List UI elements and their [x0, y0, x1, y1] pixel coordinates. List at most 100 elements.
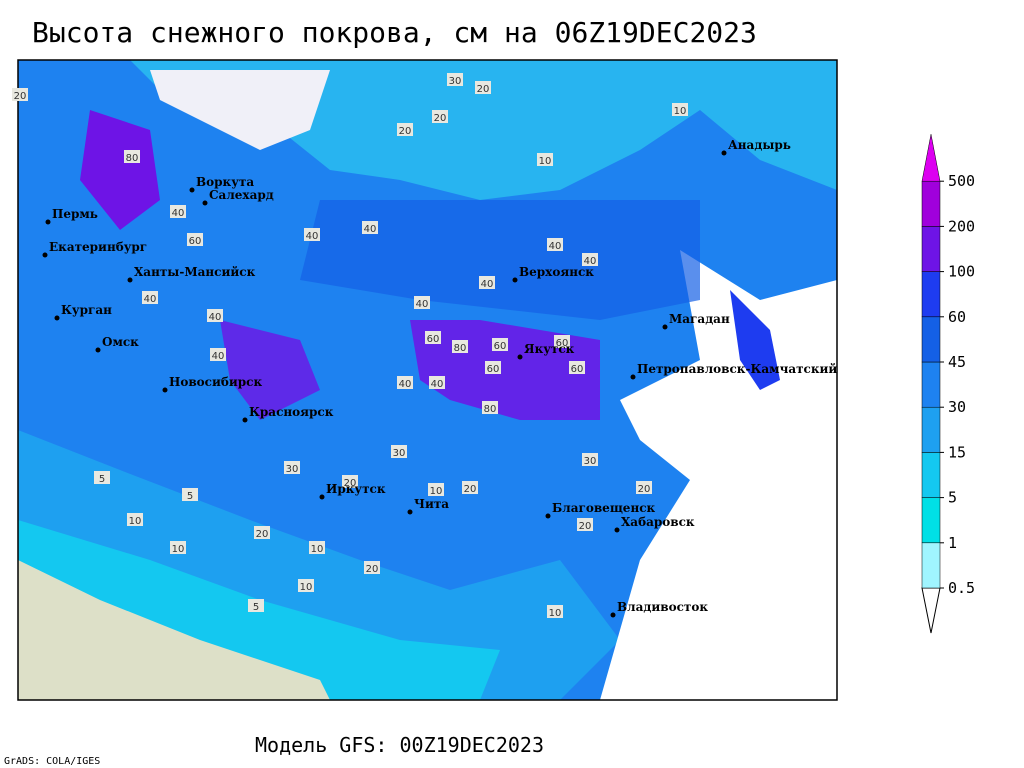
city-dot	[242, 417, 248, 423]
city-dot	[545, 513, 551, 519]
contour-label-box	[475, 81, 491, 94]
colorbar-segment	[921, 361, 941, 408]
colorbar-segment	[921, 406, 941, 453]
contour-label-box	[254, 526, 270, 539]
contour-label: 20	[256, 529, 269, 540]
contour-label: 20	[477, 84, 490, 95]
city-label: Верхоянск	[519, 265, 594, 279]
contour-label-box	[569, 361, 585, 374]
city-label: Новосибирск	[169, 375, 262, 389]
title: Высота снежного покрова, см на 06Z19DEC2…	[32, 16, 757, 49]
city-dot	[319, 494, 325, 500]
contour-label-box	[432, 110, 448, 123]
city-dot	[512, 277, 518, 283]
contour-label: 10	[549, 608, 562, 619]
colorbar-label: 200	[948, 217, 975, 235]
contour-label-box	[397, 123, 413, 136]
contour-label: 40	[399, 379, 412, 390]
city-dot	[189, 187, 195, 193]
city-label: Курган	[61, 303, 112, 317]
colorbar-segment	[921, 497, 941, 544]
bare-land	[18, 560, 330, 700]
contour-label: 30	[449, 76, 462, 87]
colorbar-label: 500	[948, 172, 975, 190]
city-label: Якутск	[524, 342, 575, 356]
contour-label: 5	[187, 491, 193, 502]
city-label: Салехард	[209, 188, 274, 202]
contour-label-box	[142, 291, 158, 304]
contour-label-box	[479, 276, 495, 289]
contour-label: 20	[14, 91, 27, 102]
city-dot	[630, 374, 636, 380]
city-dot	[127, 277, 133, 283]
contour-label-box	[554, 335, 570, 348]
city-dot	[407, 509, 413, 515]
contour-label-box	[428, 483, 444, 496]
contour-label-box	[482, 401, 498, 414]
snow-mid	[300, 200, 700, 320]
city-label: Благовещенск	[552, 501, 656, 515]
contour-label: 20	[579, 521, 592, 532]
colorbar-segment	[921, 180, 941, 227]
contour-label-box	[425, 331, 441, 344]
contour-label-box	[582, 453, 598, 466]
pacific	[600, 250, 837, 700]
contour-label: 20	[638, 484, 651, 495]
city-label: Хабаровск	[621, 515, 695, 529]
contour-label: 40	[431, 379, 444, 390]
city-label: Анадырь	[728, 138, 791, 152]
colorbar-label: 0.5	[948, 579, 975, 597]
contour-label: 5	[99, 474, 105, 485]
city-label: Екатеринбург	[49, 240, 147, 254]
contour-label-box	[210, 348, 226, 361]
contour-label-box	[462, 481, 478, 494]
city-label: Омск	[102, 335, 139, 349]
contour-label-box	[187, 233, 203, 246]
colorbar-label: 60	[948, 308, 966, 326]
contour-label-box	[452, 340, 468, 353]
city-label: Ханты-Мансийск	[134, 265, 256, 279]
ice	[150, 70, 330, 150]
colorbar-label: 100	[948, 263, 975, 281]
colorbar-segment	[921, 542, 941, 589]
contour-label: 20	[434, 113, 447, 124]
contour-label: 40	[481, 279, 494, 290]
city-dot	[42, 252, 48, 258]
kamchatka	[730, 290, 780, 390]
contour-label: 5	[253, 602, 259, 613]
contour-label: 10	[311, 544, 324, 555]
contour-label-box	[124, 150, 140, 163]
colorbar-over	[921, 134, 941, 182]
contour-label-box	[547, 605, 563, 618]
contour-label-box	[672, 103, 688, 116]
contour-label: 10	[539, 156, 552, 167]
contour-label-box	[492, 338, 508, 351]
contour-label: 60	[427, 334, 440, 345]
contour-label: 10	[129, 516, 142, 527]
contour-label: 40	[212, 351, 225, 362]
colorbar-segment	[921, 271, 941, 318]
contour-label-box	[537, 153, 553, 166]
contour-label-box	[397, 376, 413, 389]
city-dot	[95, 347, 101, 353]
colorbar-label: 45	[948, 353, 966, 371]
contour-label: 60	[487, 364, 500, 375]
contour-label: 40	[209, 312, 222, 323]
colorbar-segment	[921, 226, 941, 272]
contour-label: 80	[126, 153, 139, 164]
contour-label: 10	[300, 582, 313, 593]
city-dot	[721, 150, 727, 156]
contour-label: 60	[556, 338, 569, 349]
city-dot	[162, 387, 168, 393]
contour-label-box	[364, 561, 380, 574]
contour-label: 20	[366, 564, 379, 575]
colorbar-segment	[921, 316, 941, 363]
contour-label-box	[577, 518, 593, 531]
contour-label-box	[342, 475, 358, 488]
contour-label: 20	[464, 484, 477, 495]
contour-label: 80	[484, 404, 497, 415]
contour-label: 30	[286, 464, 299, 475]
contour-label: 20	[344, 478, 357, 489]
snow-max	[80, 110, 160, 230]
city-dot	[610, 612, 616, 618]
